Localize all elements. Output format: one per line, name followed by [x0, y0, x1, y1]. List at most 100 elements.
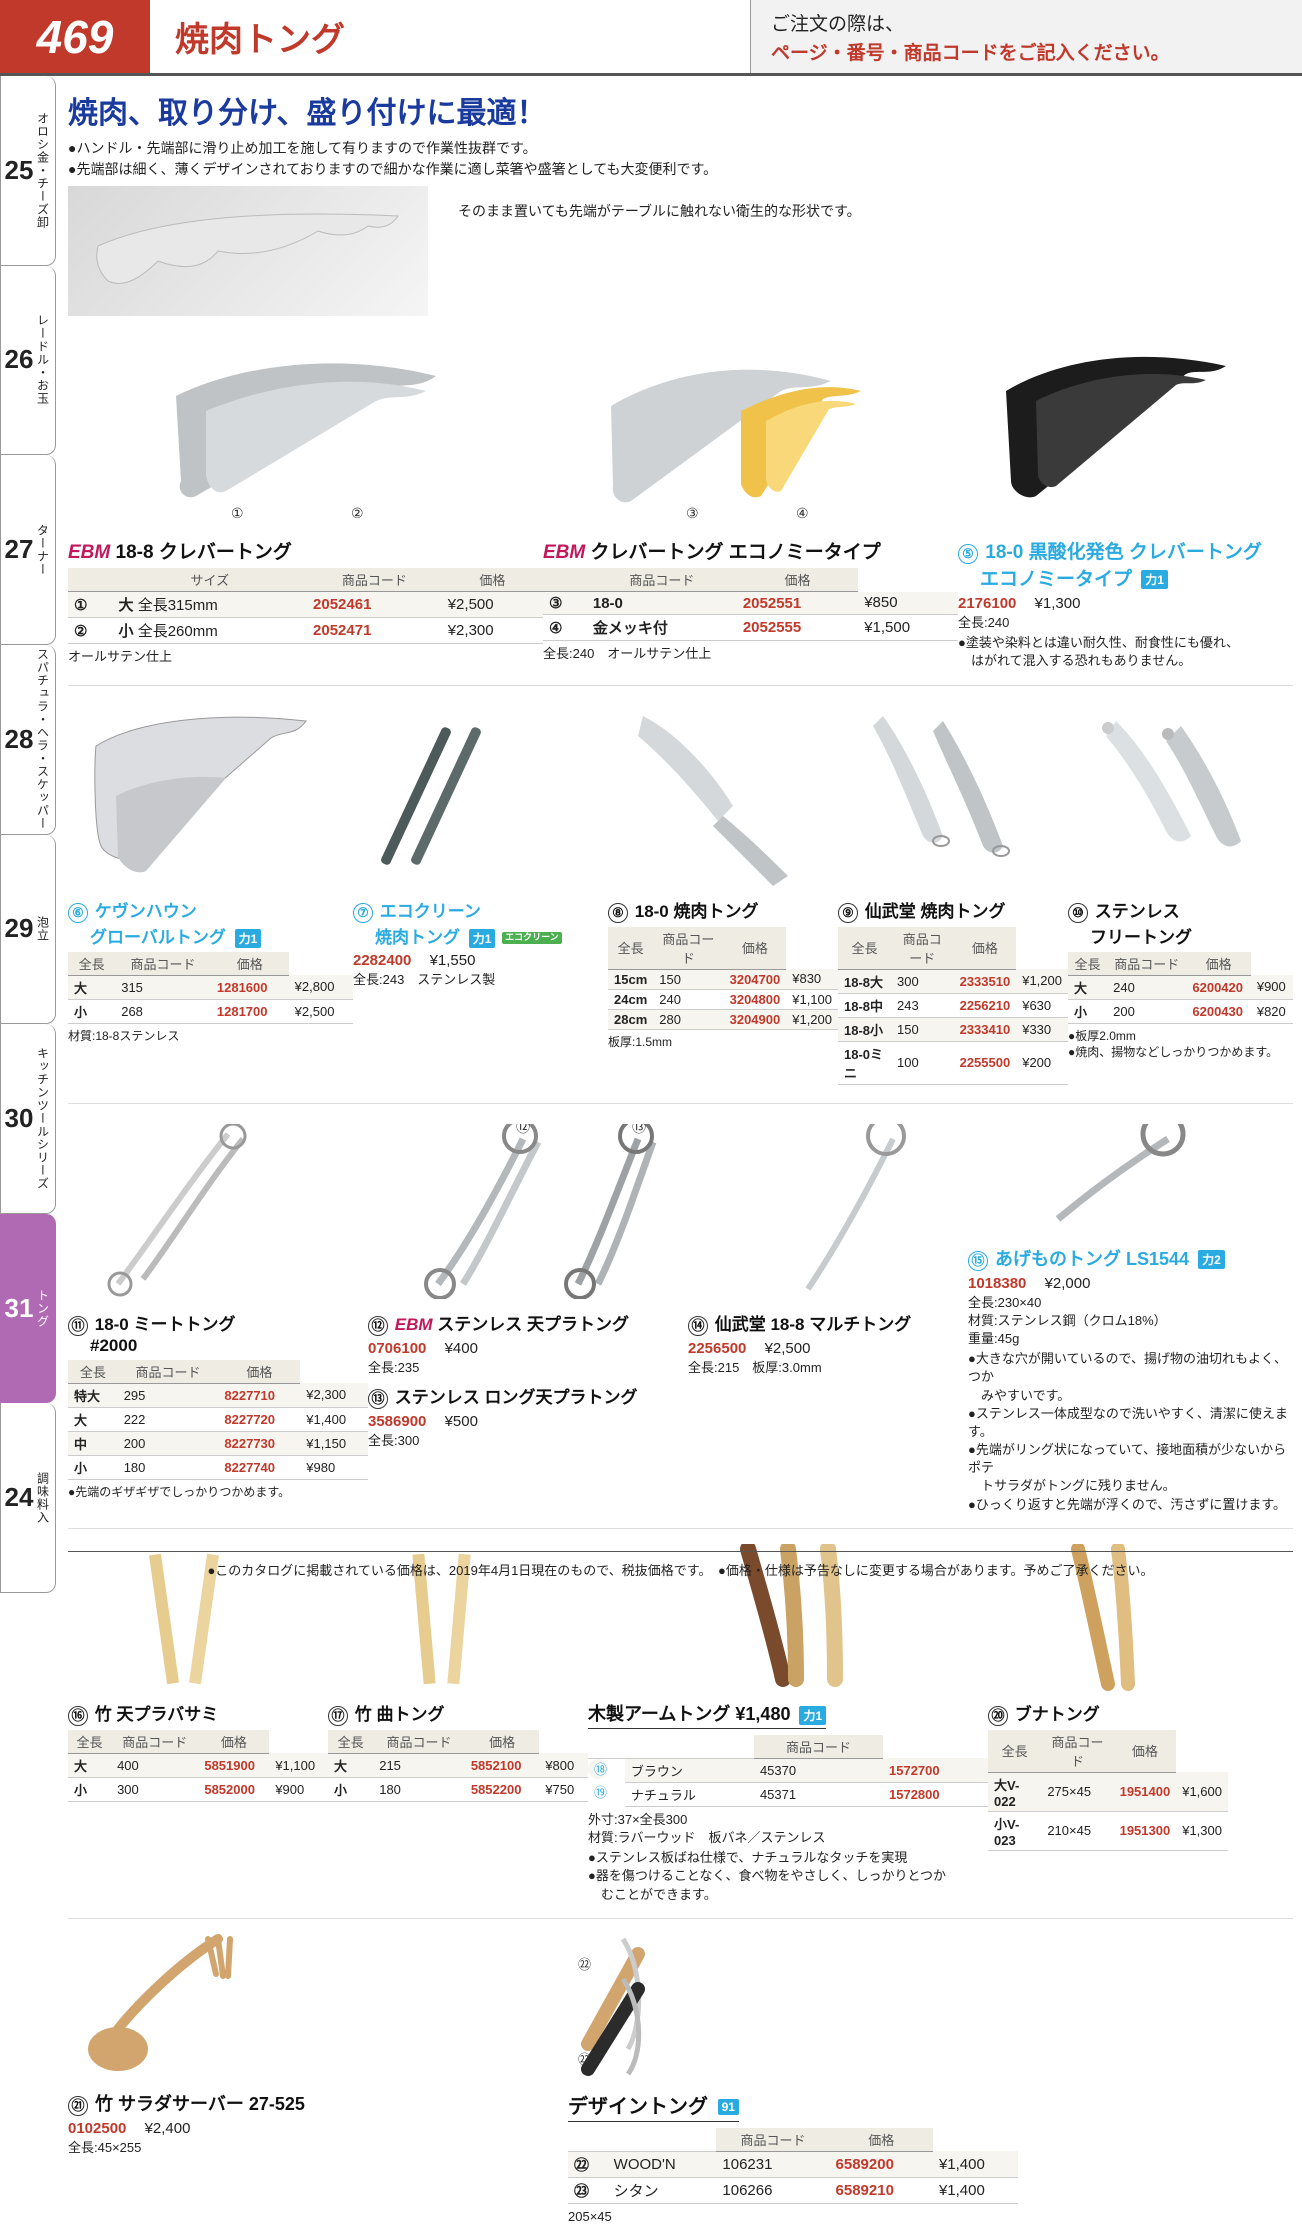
product-block-20: ⑳ ブナトング 全長 商品コード 価格 大V-022 275×45 1951400 ¥1,…	[988, 1544, 1228, 1904]
price-table-10: 全長 商品コード 価格 大 240 6200420 ¥900 小 200 6200430 ¥82…	[1068, 952, 1293, 1024]
product-block-3-4: ③ ④ EBM クレバートング エコノミータイプ 商品コード 価格 ③ 18-0 20…	[543, 331, 958, 671]
sidebar-item-25[interactable]: 25 オロシ金・チーズ卸	[0, 76, 56, 266]
product-title-10: ⑩ ステンレス フリートング	[1068, 897, 1293, 948]
sidebar-item-29[interactable]: 29 泡立	[0, 835, 56, 1025]
hero-caption: そのまま置いても先端がテーブルに触れない衛生的な形状です。	[458, 186, 861, 222]
order-instructions: ご注文の際は、 ページ・番号・商品コードをご記入ください。	[750, 0, 1302, 73]
product-image-22-23: ㉒ ㉓	[568, 1934, 1018, 2084]
product-title-8: ⑧ 18-0 焼肉トング	[608, 897, 838, 923]
product-title-16: ⑯ 竹 天プラバサミ	[68, 1700, 328, 1726]
product-title-18-19: 木製アームトング ¥1,480 力1	[588, 1700, 826, 1729]
product-image-1-2: ① ②	[68, 331, 543, 531]
product-image-14	[688, 1119, 968, 1304]
catalog-page: { "header": { "page_number": "469", "tit…	[0, 0, 1302, 1593]
svg-text:③: ③	[686, 505, 699, 521]
page-footer: ●このカタログに掲載されている価格は、2019年4月1日現在のもので、税抜価格で…	[68, 1551, 1293, 1579]
sidebar-item-31-current[interactable]: 31 トング	[0, 1214, 56, 1404]
price-line-15: 1018380 ¥2,000	[968, 1275, 1288, 1292]
product-title-21: ㉑ 竹 サラダサーバー 27-525	[68, 2090, 568, 2116]
product-block-17: ⑰ 竹 曲トング 全長 商品コード 価格 大 215 5852100 ¥800 小 180 5…	[328, 1544, 588, 1904]
product-image-7	[353, 701, 608, 891]
svg-text:⑫: ⑫	[516, 1124, 530, 1135]
page-title: 焼肉トング	[150, 0, 750, 73]
product-title-5: ⑤ 18-0 黒酸化発色 クレバートング エコノミータイプ 力1	[958, 537, 1293, 591]
product-title-11: ⑪ 18-0 ミートトング #2000	[68, 1310, 368, 1356]
price-table-18-19: 商品コード ⑱ ブラウン 45370 1572700 ⑲ ナチュラル 45371 15728…	[588, 1735, 988, 1807]
product-block-8: ⑧ 18-0 焼肉トング 全長 商品コード 価格 15cm 150 3204700 ¥83…	[608, 701, 838, 1089]
product-block-22-23: ㉒ ㉓ デザイントング 91 商品コード 価格 ㉒ WOOD'N 106231 6589…	[568, 1934, 1018, 2226]
product-row-3: ⑪ 18-0 ミートトング #2000 全長 商品コード 価格 特大 295 82277…	[68, 1119, 1293, 1514]
price-table-16: 全長 商品コード 価格 大 400 5851900 ¥1,100 小 300 5852000 ¥…	[68, 1730, 328, 1802]
svg-text:④: ④	[796, 505, 809, 521]
product-title-1-2: EBM 18-8 クレバートング	[68, 537, 543, 564]
product-title-22-23: デザイントング 91	[568, 2090, 739, 2122]
product-title-12: ⑫ EBM ステンレス 天プラトング	[368, 1310, 688, 1336]
product-row-5: ㉑ 竹 サラダサーバー 27-525 0102500 ¥2,400 全長:45×…	[68, 1934, 1293, 2226]
svg-text:②: ②	[351, 505, 364, 521]
sidebar-item-30[interactable]: 30 キッチンツールシリーズ	[0, 1024, 56, 1214]
product-row-2: ⑥ ケヴンハウン グローバルトング 力1 全長 商品コード 価格 大 315 12816…	[68, 701, 1293, 1089]
product-block-7: ⑦ エコクリーン 焼肉トング 力1 エコクリーン 2282400 ¥1,550 …	[353, 701, 608, 1089]
product-block-15: ⑮ あげものトング LS1544 力2 1018380 ¥2,000 全長:23…	[968, 1119, 1288, 1514]
product-title-20: ⑳ ブナトング	[988, 1700, 1228, 1726]
price-table-9: 全長 商品コード 価格 18-8大 300 2333510 ¥1,200 18-8中 243…	[838, 927, 1068, 1085]
svg-text:⑬: ⑬	[632, 1124, 646, 1135]
price-line-7: 2282400 ¥1,550	[353, 952, 608, 969]
price-line-13: 3586900 ¥500	[368, 1413, 688, 1430]
product-block-6: ⑥ ケヴンハウン グローバルトング 力1 全長 商品コード 価格 大 315 12816…	[68, 701, 353, 1089]
product-block-9: ⑨ 仙武堂 焼肉トング 全長 商品コード 価格 18-8大 300 2333510 ¥1,…	[838, 701, 1068, 1089]
product-image-9	[838, 701, 1068, 891]
price-table-17: 全長 商品コード 価格 大 215 5852100 ¥800 小 180 5852200 ¥75…	[328, 1730, 588, 1802]
product-title-3-4: EBM クレバートング エコノミータイプ	[543, 537, 958, 564]
product-title-6: ⑥ ケヴンハウン グローバルトング 力1	[68, 897, 353, 948]
product-title-9: ⑨ 仙武堂 焼肉トング	[838, 897, 1068, 923]
page-header: 469 焼肉トング ご注文の際は、 ページ・番号・商品コードをご記入ください。	[0, 0, 1302, 76]
product-row-4: ⑯ 竹 天プラバサミ 全長 商品コード 価格 大 400 5851900 ¥1,100 小…	[68, 1544, 1293, 1904]
product-block-14: ⑭ 仙武堂 18-8 マルチトング 2256500 ¥2,500 全長:215 …	[688, 1119, 968, 1514]
product-title-14: ⑭ 仙武堂 18-8 マルチトング	[688, 1310, 968, 1336]
main-content: 焼肉、取り分け、盛り付けに最適！ ●ハンドル・先端部に滑り止め加工を施して有りま…	[68, 88, 1293, 2226]
price-table-6: 全長 商品コード 価格 大 315 1281600 ¥2,800 小 268 1281700 ¥…	[68, 952, 353, 1024]
svg-text:㉓: ㉓	[578, 2052, 591, 2067]
product-image-11	[68, 1119, 368, 1304]
svg-text:①: ①	[231, 505, 244, 521]
price-line-5: 2176100 ¥1,300	[958, 595, 1293, 612]
product-title-7: ⑦ エコクリーン 焼肉トング 力1 エコクリーン	[353, 897, 608, 948]
product-image-5	[958, 331, 1293, 531]
price-line-14: 2256500 ¥2,500	[688, 1340, 968, 1357]
hero-product-image	[68, 186, 428, 316]
product-image-21	[68, 1934, 568, 2084]
product-title-13: ⑬ ステンレス ロング天プラトング	[368, 1383, 688, 1409]
product-image-12-13: ⑫ ⑬	[368, 1119, 688, 1304]
price-line-21: 0102500 ¥2,400	[68, 2120, 568, 2137]
product-image-6	[68, 701, 353, 891]
product-block-10: ⑩ ステンレス フリートング 全長 商品コード 価格 大 240 6200420 ¥900…	[1068, 701, 1293, 1089]
page-number: 469	[0, 0, 150, 73]
product-image-10	[1068, 701, 1293, 891]
product-image-8	[608, 701, 838, 891]
product-block-16: ⑯ 竹 天プラバサミ 全長 商品コード 価格 大 400 5851900 ¥1,100 小…	[68, 1544, 328, 1904]
price-table-3-4: 商品コード 価格 ③ 18-0 2052551 ¥850 ④ 金メッキ付 2052555 ¥1…	[543, 568, 958, 641]
price-table-20: 全長 商品コード 価格 大V-022 275×45 1951400 ¥1,600 小V-0…	[988, 1730, 1228, 1851]
sidebar-item-24[interactable]: 24 調味料入	[0, 1403, 56, 1593]
price-line-12: 0706100 ¥400	[368, 1340, 688, 1357]
product-image-15	[968, 1119, 1288, 1239]
intro-hero: そのまま置いても先端がテーブルに触れない衛生的な形状です。	[68, 186, 1293, 316]
sidebar-item-26[interactable]: 26 レードル・お玉	[0, 266, 56, 456]
price-table-11: 全長 商品コード 価格 特大 295 8227710 ¥2,300 大 222 8227720…	[68, 1360, 368, 1480]
product-block-12-13: ⑫ ⑬ ⑫ EBM ステンレス 天プラトング 0706100 ¥400 全長:2…	[368, 1119, 688, 1514]
sidebar-item-28[interactable]: 28 スパチュラ・ヘラ・スケッパー	[0, 645, 56, 835]
product-image-3-4: ③ ④	[543, 331, 958, 531]
product-block-21: ㉑ 竹 サラダサーバー 27-525 0102500 ¥2,400 全長:45×…	[68, 1934, 568, 2226]
product-title-17: ⑰ 竹 曲トング	[328, 1700, 588, 1726]
sidebar-item-27[interactable]: 27 ターナー	[0, 455, 56, 645]
product-title-15: ⑮ あげものトング LS1544 力2	[968, 1245, 1288, 1271]
intro-bullets: ●ハンドル・先端部に滑り止め加工を施して有りますので作業性抜群です。 ●先端部は…	[68, 138, 1293, 180]
product-block-5: ⑤ 18-0 黒酸化発色 クレバートング エコノミータイプ 力1 2176100…	[958, 331, 1293, 671]
product-block-11: ⑪ 18-0 ミートトング #2000 全長 商品コード 価格 特大 295 82277…	[68, 1119, 368, 1514]
svg-text:㉒: ㉒	[578, 1957, 591, 1972]
